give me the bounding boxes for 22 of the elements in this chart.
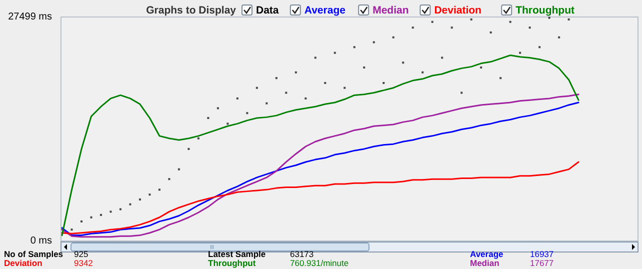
text: Deviation <box>434 4 482 17</box>
text: Deviation <box>4 258 42 268</box>
line-series <box>61 54 580 236</box>
text: 63173 <box>290 249 314 259</box>
text: Median <box>470 258 500 268</box>
text: Throughput <box>516 4 575 17</box>
y-tick-label: 0 ms <box>30 236 52 246</box>
y-tick-label: 27499 ms <box>8 12 52 22</box>
text: Data <box>256 4 279 17</box>
text: Average <box>470 249 504 259</box>
text: 760.931/minute <box>290 258 349 268</box>
line-series <box>61 161 580 234</box>
text: No of Samples <box>4 249 64 259</box>
text: Latest Sample <box>208 249 266 259</box>
text: 925 <box>74 249 88 259</box>
text: Throughput <box>208 258 256 268</box>
text: 9342 <box>74 258 94 268</box>
text: Average <box>304 4 346 17</box>
text: 17677 <box>530 258 554 268</box>
legend-title: Graphs to Display <box>146 4 236 17</box>
text: Median <box>372 4 409 17</box>
text: 16937 <box>530 249 554 259</box>
